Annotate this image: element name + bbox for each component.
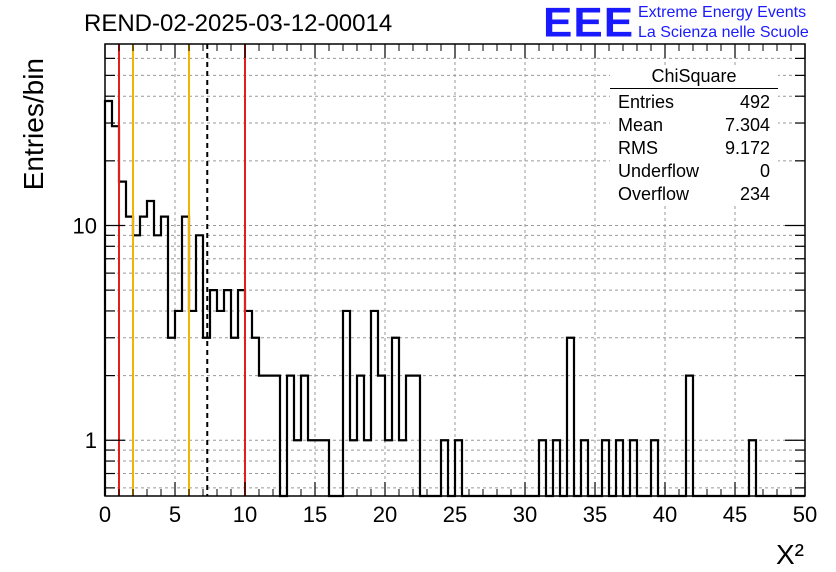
axis-labels: Entries/bin X² 0 5 10 15 20 25 30 35 40 45 50 1 10 [18,58,817,570]
eee-logo-line1: Extreme Energy Events [638,4,807,21]
stats-label: Underflow [618,161,700,181]
histogram-bin [133,235,140,496]
x-tick-label: 40 [653,502,677,527]
axis-ticks [104,44,806,496]
stats-label: Entries [618,92,675,112]
x-axis-label: X² [776,539,804,570]
stats-value: 492 [739,92,770,112]
x-tick-label: 10 [233,502,257,527]
stats-label: Overflow [618,184,690,204]
histogram-outline [103,99,805,498]
stats-label: Mean [618,115,664,135]
stats-row-underflow: Underflow 0 [610,160,778,183]
stats-row-entries: Entries 492 [610,91,778,114]
stats-row-overflow: Overflow 234 [610,183,778,206]
stats-value: 234 [739,184,770,204]
histogram-bin [266,376,273,496]
histogram-bin [259,376,266,496]
stats-row-rms: RMS 9.172 [610,137,778,160]
histogram-bin [189,311,196,496]
histogram-bin [217,311,224,496]
stats-value: 0 [759,161,770,181]
stats-box: ChiSquare Entries 492 Mean 7.304 RMS 9.1… [610,66,778,206]
stats-value: 7.304 [724,115,770,135]
histogram-bin [147,201,154,496]
histogram-bin [119,182,126,496]
y-tick-label: 10 [73,213,97,238]
histogram-bin [168,338,175,496]
stats-row-mean: Mean 7.304 [610,114,778,137]
eee-logo-line2: La Scienza nelle Scuole [638,24,809,41]
reference-lines [118,44,246,496]
x-tick-label: 5 [169,502,181,527]
eee-logo-mark: EEE [543,0,635,46]
y-tick-label: 1 [85,428,97,453]
x-tick-label: 0 [99,502,111,527]
stats-label: RMS [618,138,658,158]
y-axis-label: Entries/bin [18,58,49,190]
stats-title: ChiSquare [610,66,778,89]
histogram-bin [154,235,161,496]
x-tick-label: 15 [303,502,327,527]
x-tick-label: 35 [583,502,607,527]
histogram-bin [231,338,238,496]
x-tick-label: 25 [443,502,467,527]
stats-value: 9.172 [724,138,770,158]
x-tick-label: 45 [723,502,747,527]
grid-lines [105,44,805,496]
x-tick-label: 50 [793,502,817,527]
eee-logo-text: Extreme Energy Events La Scienza nelle S… [638,3,809,43]
run-title: REND-02-2025-03-12-00014 [84,10,393,37]
histogram-bars [103,99,805,498]
x-tick-label: 30 [513,502,537,527]
eee-logo: EEE Extreme Energy Events La Scienza nel… [543,0,809,46]
x-tick-label: 20 [373,502,397,527]
